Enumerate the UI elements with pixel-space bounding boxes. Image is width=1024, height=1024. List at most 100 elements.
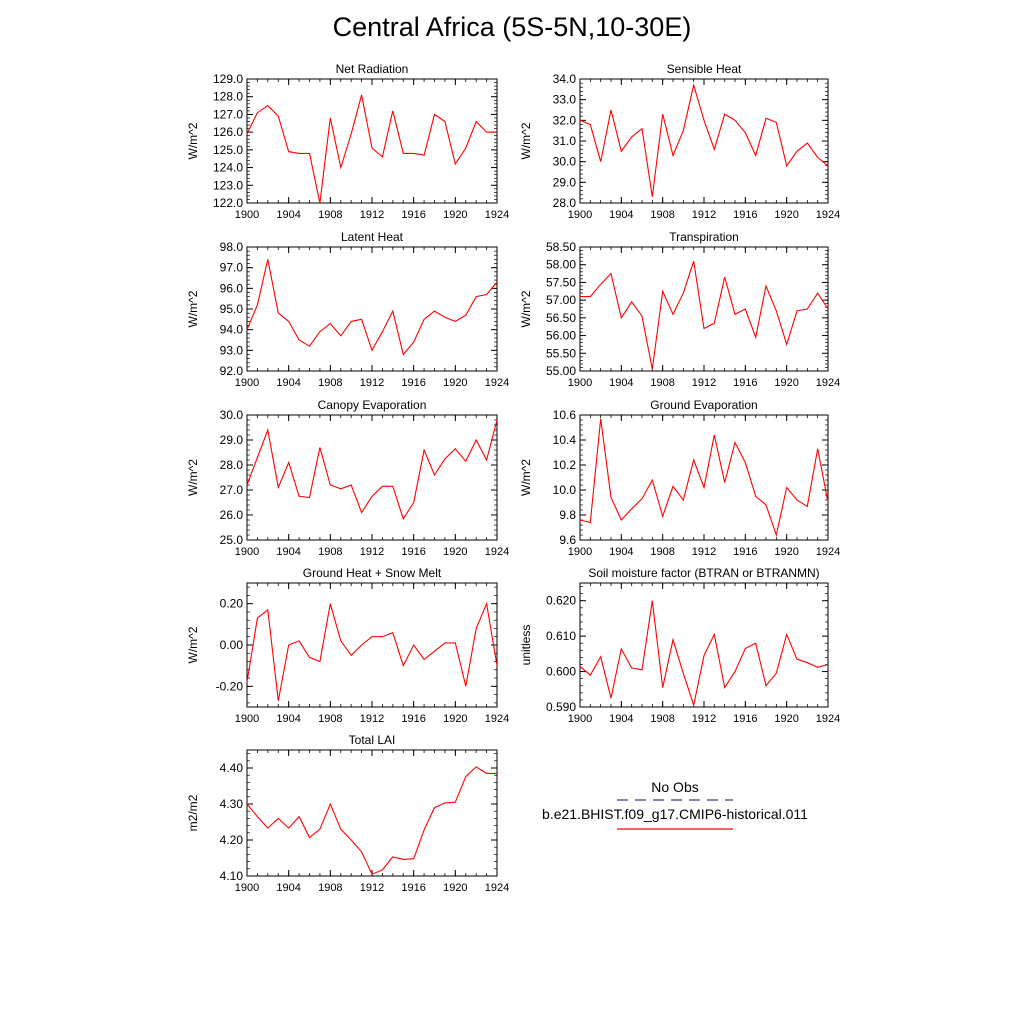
x-tick-label: 1900	[235, 882, 259, 894]
x-tick-label: 1912	[360, 377, 384, 389]
panel-1: 1900 1904 1908 1912 1916 1920 1924 122.0 123.0 12…	[186, 62, 509, 221]
y-axis-label: m2/m2	[186, 794, 200, 831]
x-tick-label: 1924	[485, 209, 509, 221]
series-line	[246, 94, 497, 204]
x-tick-label: 1904	[276, 377, 300, 389]
x-tick-label: 1908	[650, 377, 674, 389]
series-line	[246, 766, 497, 875]
y-tick-label: 94.0	[220, 323, 244, 337]
y-axis-label: unitless	[519, 625, 533, 666]
x-tick-label: 1924	[485, 882, 509, 894]
y-tick-label: 55.50	[546, 346, 576, 360]
figure-title: Central Africa (5S-5N,10-30E)	[332, 12, 692, 42]
x-tick-label: 1920	[774, 377, 798, 389]
x-tick-label: 1920	[443, 882, 467, 894]
x-tick-label: 1904	[276, 209, 300, 221]
legend-obs-label: No Obs	[651, 779, 699, 795]
y-tick-label: 57.00	[546, 293, 576, 307]
y-tick-label: 30.0	[553, 155, 577, 169]
y-tick-label: 0.00	[220, 638, 244, 652]
series-line	[579, 418, 829, 538]
y-tick-label: 96.0	[220, 281, 244, 295]
plot-frame	[246, 749, 498, 877]
y-tick-label: 32.0	[553, 113, 577, 127]
x-tick-label: 1920	[774, 209, 798, 221]
x-tick-label: 1900	[235, 209, 259, 221]
y-axis-label: W/m^2	[519, 122, 533, 159]
x-tick-label: 1900	[235, 546, 259, 558]
y-axis-label: W/m^2	[186, 290, 200, 327]
x-tick-label: 1900	[568, 209, 592, 221]
x-tick-label: 1924	[816, 209, 840, 221]
x-tick-label: 1912	[692, 546, 716, 558]
x-tick-label: 1908	[318, 882, 342, 894]
x-tick-label: 1912	[692, 377, 716, 389]
plot-frame	[579, 246, 829, 372]
y-tick-label: 97.0	[220, 261, 244, 275]
x-tick-label: 1904	[276, 546, 300, 558]
y-tick-label: 125.0	[213, 143, 243, 157]
y-tick-label: 25.0	[220, 533, 244, 547]
x-tick-label: 1900	[235, 377, 259, 389]
panel-title: Transpiration	[669, 230, 739, 244]
panel-title: Net Radiation	[336, 62, 409, 76]
panel-2: 1900 1904 1908 1912 1916 1920 1924 28.0 29.0 30.0…	[519, 62, 840, 221]
y-tick-label: 4.40	[220, 761, 244, 775]
x-tick-label: 1908	[318, 713, 342, 725]
y-tick-label: 10.6	[553, 408, 577, 422]
x-tick-label: 1912	[360, 546, 384, 558]
x-tick-label: 1916	[733, 713, 757, 725]
series-line	[579, 83, 829, 197]
panel-title: Soil moisture factor (BTRAN or BTRANMN)	[588, 566, 819, 580]
x-tick-label: 1924	[816, 713, 840, 725]
plot-frame	[579, 414, 829, 541]
y-tick-label: 9.8	[559, 508, 576, 522]
x-tick-label: 1920	[774, 713, 798, 725]
x-tick-label: 1900	[568, 377, 592, 389]
x-tick-label: 1912	[692, 209, 716, 221]
y-tick-label: 58.50	[546, 240, 576, 254]
series-line	[580, 261, 829, 370]
y-tick-label: 30.0	[220, 408, 244, 422]
x-tick-label: 1920	[774, 546, 798, 558]
plot-frame	[246, 246, 498, 372]
legend-case-label: b.e21.BHIST.f09_g17.CMIP6-historical.011	[542, 806, 808, 822]
y-tick-label: 123.0	[213, 178, 243, 192]
y-tick-label: 33.0	[553, 93, 577, 107]
x-tick-label: 1900	[235, 713, 259, 725]
x-tick-label: 1924	[816, 546, 840, 558]
x-tick-label: 1924	[485, 377, 509, 389]
y-tick-label: 29.0	[553, 175, 577, 189]
legend	[617, 799, 733, 830]
x-tick-label: 1908	[650, 713, 674, 725]
panel-4: 1900 1904 1908 1912 1916 1920 1924 55.00 55.50 56…	[519, 230, 840, 389]
x-tick-label: 1924	[485, 546, 509, 558]
x-tick-label: 1916	[401, 882, 425, 894]
x-tick-label: 1924	[816, 377, 840, 389]
y-tick-label: 128.0	[213, 90, 243, 104]
x-tick-label: 1924	[485, 713, 509, 725]
y-tick-label: 9.6	[559, 533, 576, 547]
y-axis-label: W/m^2	[519, 290, 533, 327]
x-tick-label: 1920	[443, 209, 467, 221]
x-tick-label: 1920	[443, 713, 467, 725]
y-tick-label: 55.00	[546, 364, 576, 378]
series-line	[246, 419, 498, 521]
y-axis-label: W/m^2	[186, 122, 200, 159]
y-tick-label: 31.0	[553, 134, 577, 148]
y-tick-label: 129.0	[213, 72, 243, 86]
y-tick-label: 10.2	[553, 458, 577, 472]
y-axis-label: W/m^2	[186, 626, 200, 663]
y-tick-label: 122.0	[213, 196, 243, 210]
y-tick-label: 98.0	[220, 240, 244, 254]
y-tick-label: 27.0	[220, 483, 244, 497]
panel-title: Ground Evaporation	[650, 398, 757, 412]
plot-frame	[246, 582, 498, 708]
x-tick-label: 1916	[401, 377, 425, 389]
series-line	[579, 600, 829, 708]
panel-title: Ground Heat + Snow Melt	[303, 566, 442, 580]
x-tick-label: 1900	[568, 546, 592, 558]
x-tick-label: 1920	[443, 546, 467, 558]
y-tick-label: 93.0	[220, 343, 244, 357]
